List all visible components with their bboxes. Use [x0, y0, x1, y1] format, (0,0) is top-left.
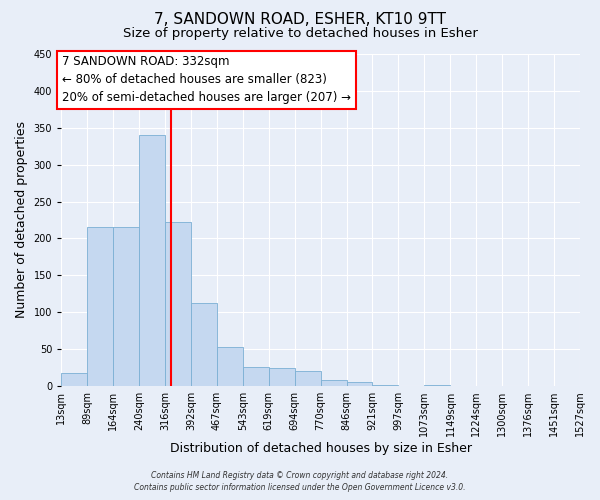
Bar [347, 382, 373, 386]
Bar [87, 228, 113, 386]
Bar [424, 385, 451, 386]
Text: 7 SANDOWN ROAD: 332sqm
← 80% of detached houses are smaller (823)
20% of semi-de: 7 SANDOWN ROAD: 332sqm ← 80% of detached… [62, 56, 351, 104]
X-axis label: Distribution of detached houses by size in Esher: Distribution of detached houses by size … [170, 442, 472, 455]
Text: Size of property relative to detached houses in Esher: Size of property relative to detached ho… [122, 28, 478, 40]
Bar [217, 347, 243, 386]
Bar [165, 222, 191, 386]
Text: Contains HM Land Registry data © Crown copyright and database right 2024.
Contai: Contains HM Land Registry data © Crown c… [134, 471, 466, 492]
Bar [320, 380, 347, 386]
Bar [139, 135, 165, 386]
Y-axis label: Number of detached properties: Number of detached properties [15, 122, 28, 318]
Bar [373, 385, 398, 386]
Text: 7, SANDOWN ROAD, ESHER, KT10 9TT: 7, SANDOWN ROAD, ESHER, KT10 9TT [154, 12, 446, 28]
Bar [61, 372, 87, 386]
Bar [243, 367, 269, 386]
Bar [269, 368, 295, 386]
Bar [295, 371, 320, 386]
Bar [191, 302, 217, 386]
Bar [113, 228, 139, 386]
